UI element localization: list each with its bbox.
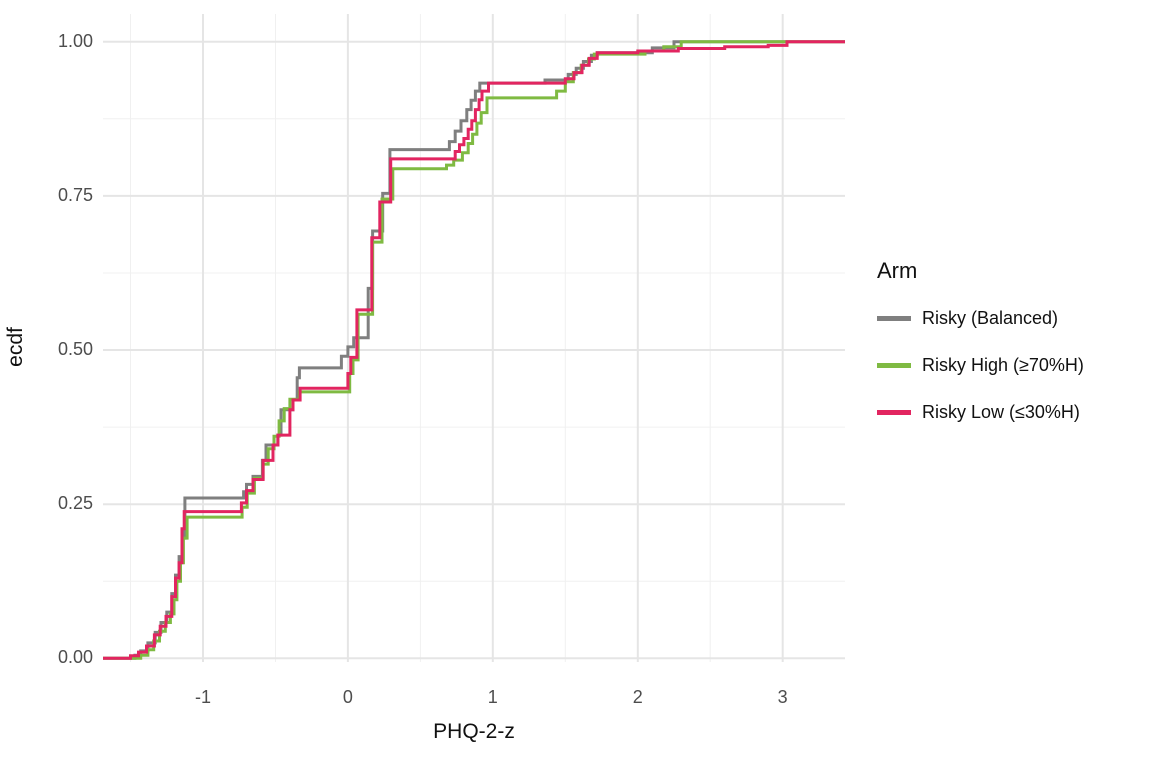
x-tick-label: 0 <box>342 687 353 707</box>
legend-item-risky-balanced: Risky (Balanced) <box>877 306 1084 330</box>
y-tick-label: 0.50 <box>57 339 93 360</box>
y-tick-label: 0.75 <box>57 184 93 205</box>
ecdf-line-risky-low-30-h <box>103 40 845 660</box>
legend-item-label: Risky High (≥70%H) <box>922 354 1084 375</box>
x-tick-label: 1 <box>487 687 498 707</box>
legend: Arm Risky (Balanced) Risky High (≥70%H) … <box>877 258 1084 447</box>
x-tick-label: -1 <box>194 687 212 707</box>
x-tick-label: 3 <box>777 687 788 707</box>
legend-title: Arm <box>877 258 918 283</box>
legend-item-label: Risky Low (≤30%H) <box>922 401 1080 422</box>
y-tick-label: 0.25 <box>57 493 93 514</box>
legend-key-line-pink <box>877 409 911 415</box>
x-tick-label: 2 <box>632 687 643 707</box>
legend-item-label: Risky (Balanced) <box>922 307 1059 328</box>
legend-key-line-green <box>877 362 911 368</box>
legend-key-line-gray <box>877 315 911 321</box>
legend-item-risky-low: Risky Low (≤30%H) <box>877 400 1084 424</box>
legend-item-risky-high: Risky High (≥70%H) <box>877 353 1084 377</box>
y-axis-title: ecdf <box>4 327 27 367</box>
ecdf-line-risky-balanced <box>103 40 845 660</box>
y-tick-label: 1.00 <box>57 30 93 51</box>
x-axis-title: PHQ-2-z <box>433 720 515 743</box>
y-tick-label: 0.00 <box>57 647 93 668</box>
